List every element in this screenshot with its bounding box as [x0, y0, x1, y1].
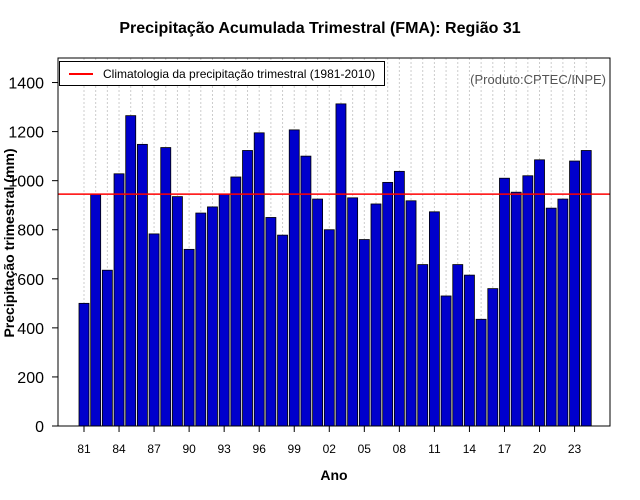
- bar-2016: [487, 288, 499, 427]
- bar-2020: [534, 159, 545, 427]
- y-axis-label: Precipitação trimestral (mm): [1, 148, 17, 338]
- bar-2001: [312, 198, 324, 427]
- x-tick-label-14: 14: [463, 442, 477, 456]
- bar-1995: [242, 150, 253, 427]
- y-tick-label-600: 600: [17, 272, 44, 289]
- bar-2022: [557, 198, 569, 427]
- y-axis: 0 200 400 600 800 1000 1200 1400: [8, 76, 58, 436]
- y-tick-label-800: 800: [17, 223, 44, 240]
- bar-2023: [569, 160, 580, 427]
- x-axis-label: Ano: [320, 467, 348, 483]
- bar-2021: [545, 207, 557, 427]
- x-tick-label-81: 81: [77, 442, 91, 456]
- y-tick-label-1000: 1000: [8, 174, 44, 191]
- bar-1987: [148, 233, 160, 427]
- x-tick-label-99: 99: [288, 442, 302, 456]
- bar-1992: [207, 206, 218, 427]
- y-tick-label-400: 400: [17, 321, 44, 338]
- bar-2007: [382, 181, 394, 427]
- bar-1981: [78, 302, 90, 427]
- bar-2004: [347, 197, 359, 427]
- bar-2018: [510, 191, 522, 427]
- bar-2014: [464, 274, 475, 427]
- bar-1986: [136, 143, 148, 427]
- x-tick-label-08: 08: [393, 442, 407, 456]
- bar-2002: [323, 229, 335, 427]
- x-axis: 81 84 87 90 93 96 99 02 05 08 11 14 17 20 23: [77, 426, 582, 456]
- legend-label: Climatologia da precipitação trimestral …: [103, 67, 376, 81]
- bar-1989: [172, 196, 183, 427]
- bar-2000: [300, 155, 312, 427]
- bar-2003: [335, 103, 347, 427]
- bar-1983: [101, 269, 113, 427]
- source-note: (Produto:CPTEC/INPE): [470, 72, 606, 87]
- x-tick-label-84: 84: [112, 442, 126, 456]
- bar-1984: [113, 173, 125, 427]
- bar-1994: [230, 176, 242, 427]
- bar-2008: [393, 170, 405, 427]
- legend-line-swatch: [69, 73, 93, 75]
- x-tick-label-90: 90: [182, 442, 196, 456]
- bar-1999: [288, 129, 300, 427]
- plot-frame: [57, 57, 611, 427]
- y-tick-label-0: 0: [35, 419, 44, 436]
- bar-1991: [195, 212, 207, 427]
- legend: Climatologia da precipitação trimestral …: [59, 61, 385, 86]
- bar-2013: [452, 264, 464, 427]
- x-tick-label-20: 20: [533, 442, 547, 456]
- x-tick-label-11: 11: [428, 442, 441, 456]
- x-tick-label-05: 05: [358, 442, 372, 456]
- bar-1990: [183, 248, 195, 427]
- x-tick-label-17: 17: [498, 442, 512, 456]
- x-tick-label-96: 96: [253, 442, 267, 456]
- bar-1998: [277, 234, 288, 427]
- bar-2006: [370, 203, 382, 427]
- bar-2005: [358, 239, 370, 427]
- bar-2009: [405, 200, 417, 427]
- bar-1993: [218, 193, 230, 427]
- bar-1988: [160, 147, 172, 427]
- chart-title: Precipitação Acumulada Trimestral (FMA):…: [119, 20, 521, 37]
- bar-2012: [440, 295, 452, 427]
- bar-1996: [253, 132, 265, 427]
- y-tick-label-200: 200: [17, 370, 44, 387]
- bar-1997: [265, 217, 277, 427]
- bar-2017: [499, 177, 510, 427]
- x-tick-label-93: 93: [217, 442, 231, 456]
- bar-2019: [522, 175, 534, 427]
- bars-layer: [78, 103, 592, 427]
- bar-1982: [90, 193, 102, 427]
- x-tick-label-02: 02: [323, 442, 337, 456]
- bar-2011: [428, 211, 440, 427]
- y-tick-label-1200: 1200: [8, 125, 44, 142]
- y-tick-label-1400: 1400: [8, 76, 44, 93]
- bar-2015: [475, 318, 487, 427]
- bar-1985: [125, 115, 137, 427]
- x-tick-label-87: 87: [147, 442, 161, 456]
- bar-2010: [417, 264, 429, 427]
- bar-2024: [580, 150, 592, 427]
- x-tick-label-23: 23: [568, 442, 582, 456]
